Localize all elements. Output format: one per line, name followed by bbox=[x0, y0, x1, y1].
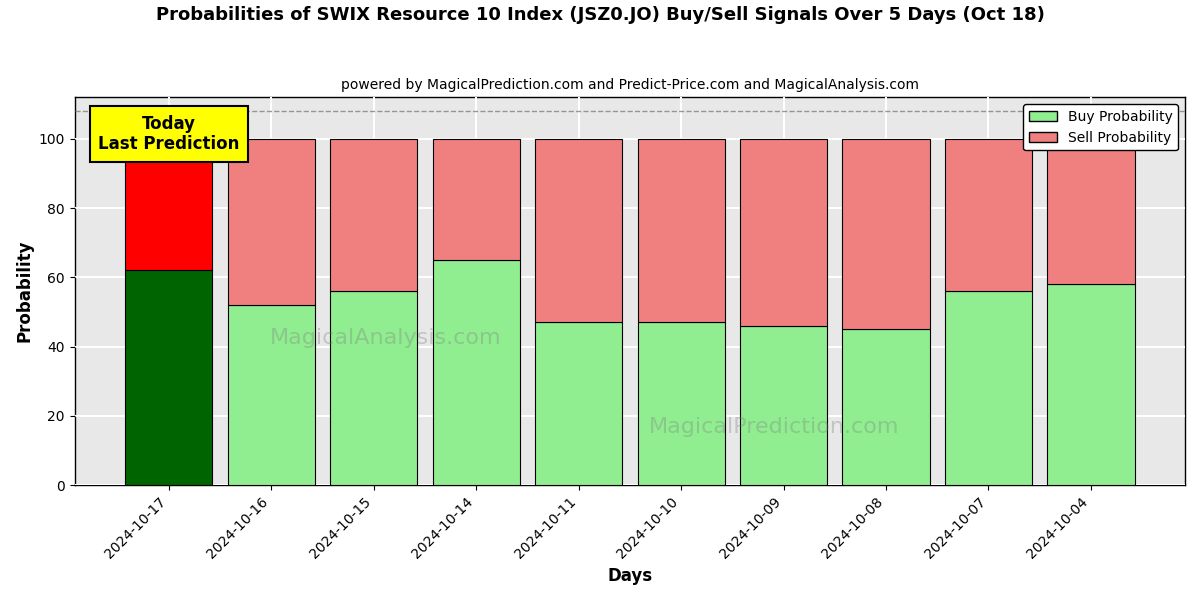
Bar bbox=[1048, 139, 1134, 284]
Bar bbox=[432, 260, 520, 485]
Bar bbox=[228, 139, 314, 305]
Text: MagicalAnalysis.com: MagicalAnalysis.com bbox=[270, 328, 502, 348]
X-axis label: Days: Days bbox=[607, 567, 653, 585]
Bar bbox=[228, 305, 314, 485]
Bar bbox=[330, 139, 418, 291]
Bar bbox=[842, 139, 930, 329]
Bar bbox=[125, 271, 212, 485]
Bar bbox=[740, 139, 827, 326]
Bar bbox=[330, 291, 418, 485]
Legend: Buy Probability, Sell Probability: Buy Probability, Sell Probability bbox=[1024, 104, 1178, 151]
Text: Today
Last Prediction: Today Last Prediction bbox=[98, 115, 239, 154]
Bar bbox=[842, 329, 930, 485]
Bar bbox=[944, 291, 1032, 485]
Bar bbox=[740, 326, 827, 485]
Bar bbox=[637, 322, 725, 485]
Bar bbox=[1048, 284, 1134, 485]
Bar bbox=[944, 139, 1032, 291]
Bar bbox=[125, 139, 212, 271]
Text: MagicalPrediction.com: MagicalPrediction.com bbox=[649, 417, 900, 437]
Y-axis label: Probability: Probability bbox=[16, 240, 34, 343]
Bar bbox=[432, 139, 520, 260]
Text: Probabilities of SWIX Resource 10 Index (JSZ0.JO) Buy/Sell Signals Over 5 Days (: Probabilities of SWIX Resource 10 Index … bbox=[156, 6, 1044, 24]
Bar bbox=[637, 139, 725, 322]
Bar bbox=[535, 139, 622, 322]
Title: powered by MagicalPrediction.com and Predict-Price.com and MagicalAnalysis.com: powered by MagicalPrediction.com and Pre… bbox=[341, 78, 919, 92]
Bar bbox=[535, 322, 622, 485]
